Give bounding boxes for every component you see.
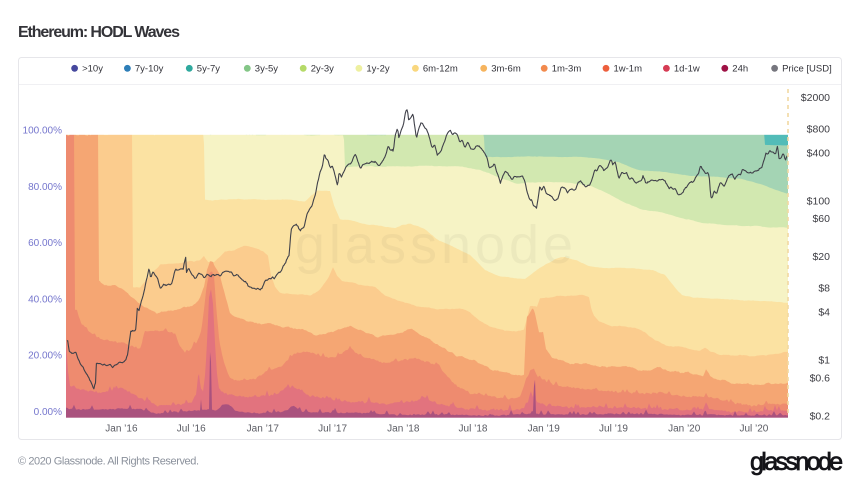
svg-text:$0.2: $0.2	[810, 410, 831, 422]
svg-text:Jul ’17: Jul ’17	[318, 424, 347, 435]
svg-text:Jul ’19: Jul ’19	[599, 424, 628, 435]
svg-text:1m-3m: 1m-3m	[552, 64, 582, 75]
svg-text:Jul ’16: Jul ’16	[177, 424, 206, 435]
svg-text:20.00%: 20.00%	[28, 351, 62, 362]
svg-text:$60: $60	[812, 213, 830, 225]
svg-text:0.00%: 0.00%	[34, 407, 62, 418]
svg-text:Jul ’20: Jul ’20	[739, 424, 768, 435]
svg-text:1d-1w: 1d-1w	[674, 64, 700, 75]
svg-text:© 2020 Glassnode. All Rights R: © 2020 Glassnode. All Rights Reserved.	[18, 456, 199, 468]
svg-text:$8: $8	[818, 283, 830, 295]
svg-text:>10y: >10y	[82, 64, 103, 75]
svg-text:Price [USD]: Price [USD]	[782, 64, 832, 75]
svg-text:Ethereum: HODL Waves: Ethereum: HODL Waves	[18, 24, 180, 41]
svg-text:$100: $100	[807, 195, 831, 207]
svg-text:5y-7y: 5y-7y	[197, 64, 220, 75]
svg-text:7y-10y: 7y-10y	[135, 64, 164, 75]
svg-text:$400: $400	[807, 147, 831, 159]
svg-text:$4: $4	[818, 307, 830, 319]
svg-text:1y-2y: 1y-2y	[366, 64, 389, 75]
svg-text:Jan ’19: Jan ’19	[528, 424, 561, 435]
svg-text:Jan ’20: Jan ’20	[668, 424, 701, 435]
svg-text:Jan ’18: Jan ’18	[387, 424, 420, 435]
svg-text:Jul ’18: Jul ’18	[459, 424, 488, 435]
svg-text:2y-3y: 2y-3y	[311, 64, 334, 75]
svg-text:glassnode: glassnode	[295, 215, 577, 275]
svg-text:60.00%: 60.00%	[28, 238, 62, 249]
svg-text:40.00%: 40.00%	[28, 294, 62, 305]
svg-text:Jan ’16: Jan ’16	[105, 424, 138, 435]
svg-text:3y-5y: 3y-5y	[255, 64, 278, 75]
svg-text:80.00%: 80.00%	[28, 182, 62, 193]
svg-text:$1: $1	[818, 355, 830, 367]
svg-text:$2000: $2000	[801, 92, 830, 104]
svg-text:6m-12m: 6m-12m	[423, 64, 458, 75]
svg-text:1w-1m: 1w-1m	[614, 64, 643, 75]
svg-text:24h: 24h	[732, 64, 748, 75]
svg-text:glassnode: glassnode	[750, 448, 843, 476]
svg-text:$800: $800	[807, 123, 831, 135]
svg-text:Jan ’17: Jan ’17	[247, 424, 280, 435]
svg-text:$20: $20	[812, 251, 830, 263]
svg-text:$0.6: $0.6	[810, 372, 831, 384]
svg-text:3m-6m: 3m-6m	[491, 64, 521, 75]
svg-text:100.00%: 100.00%	[23, 126, 63, 137]
